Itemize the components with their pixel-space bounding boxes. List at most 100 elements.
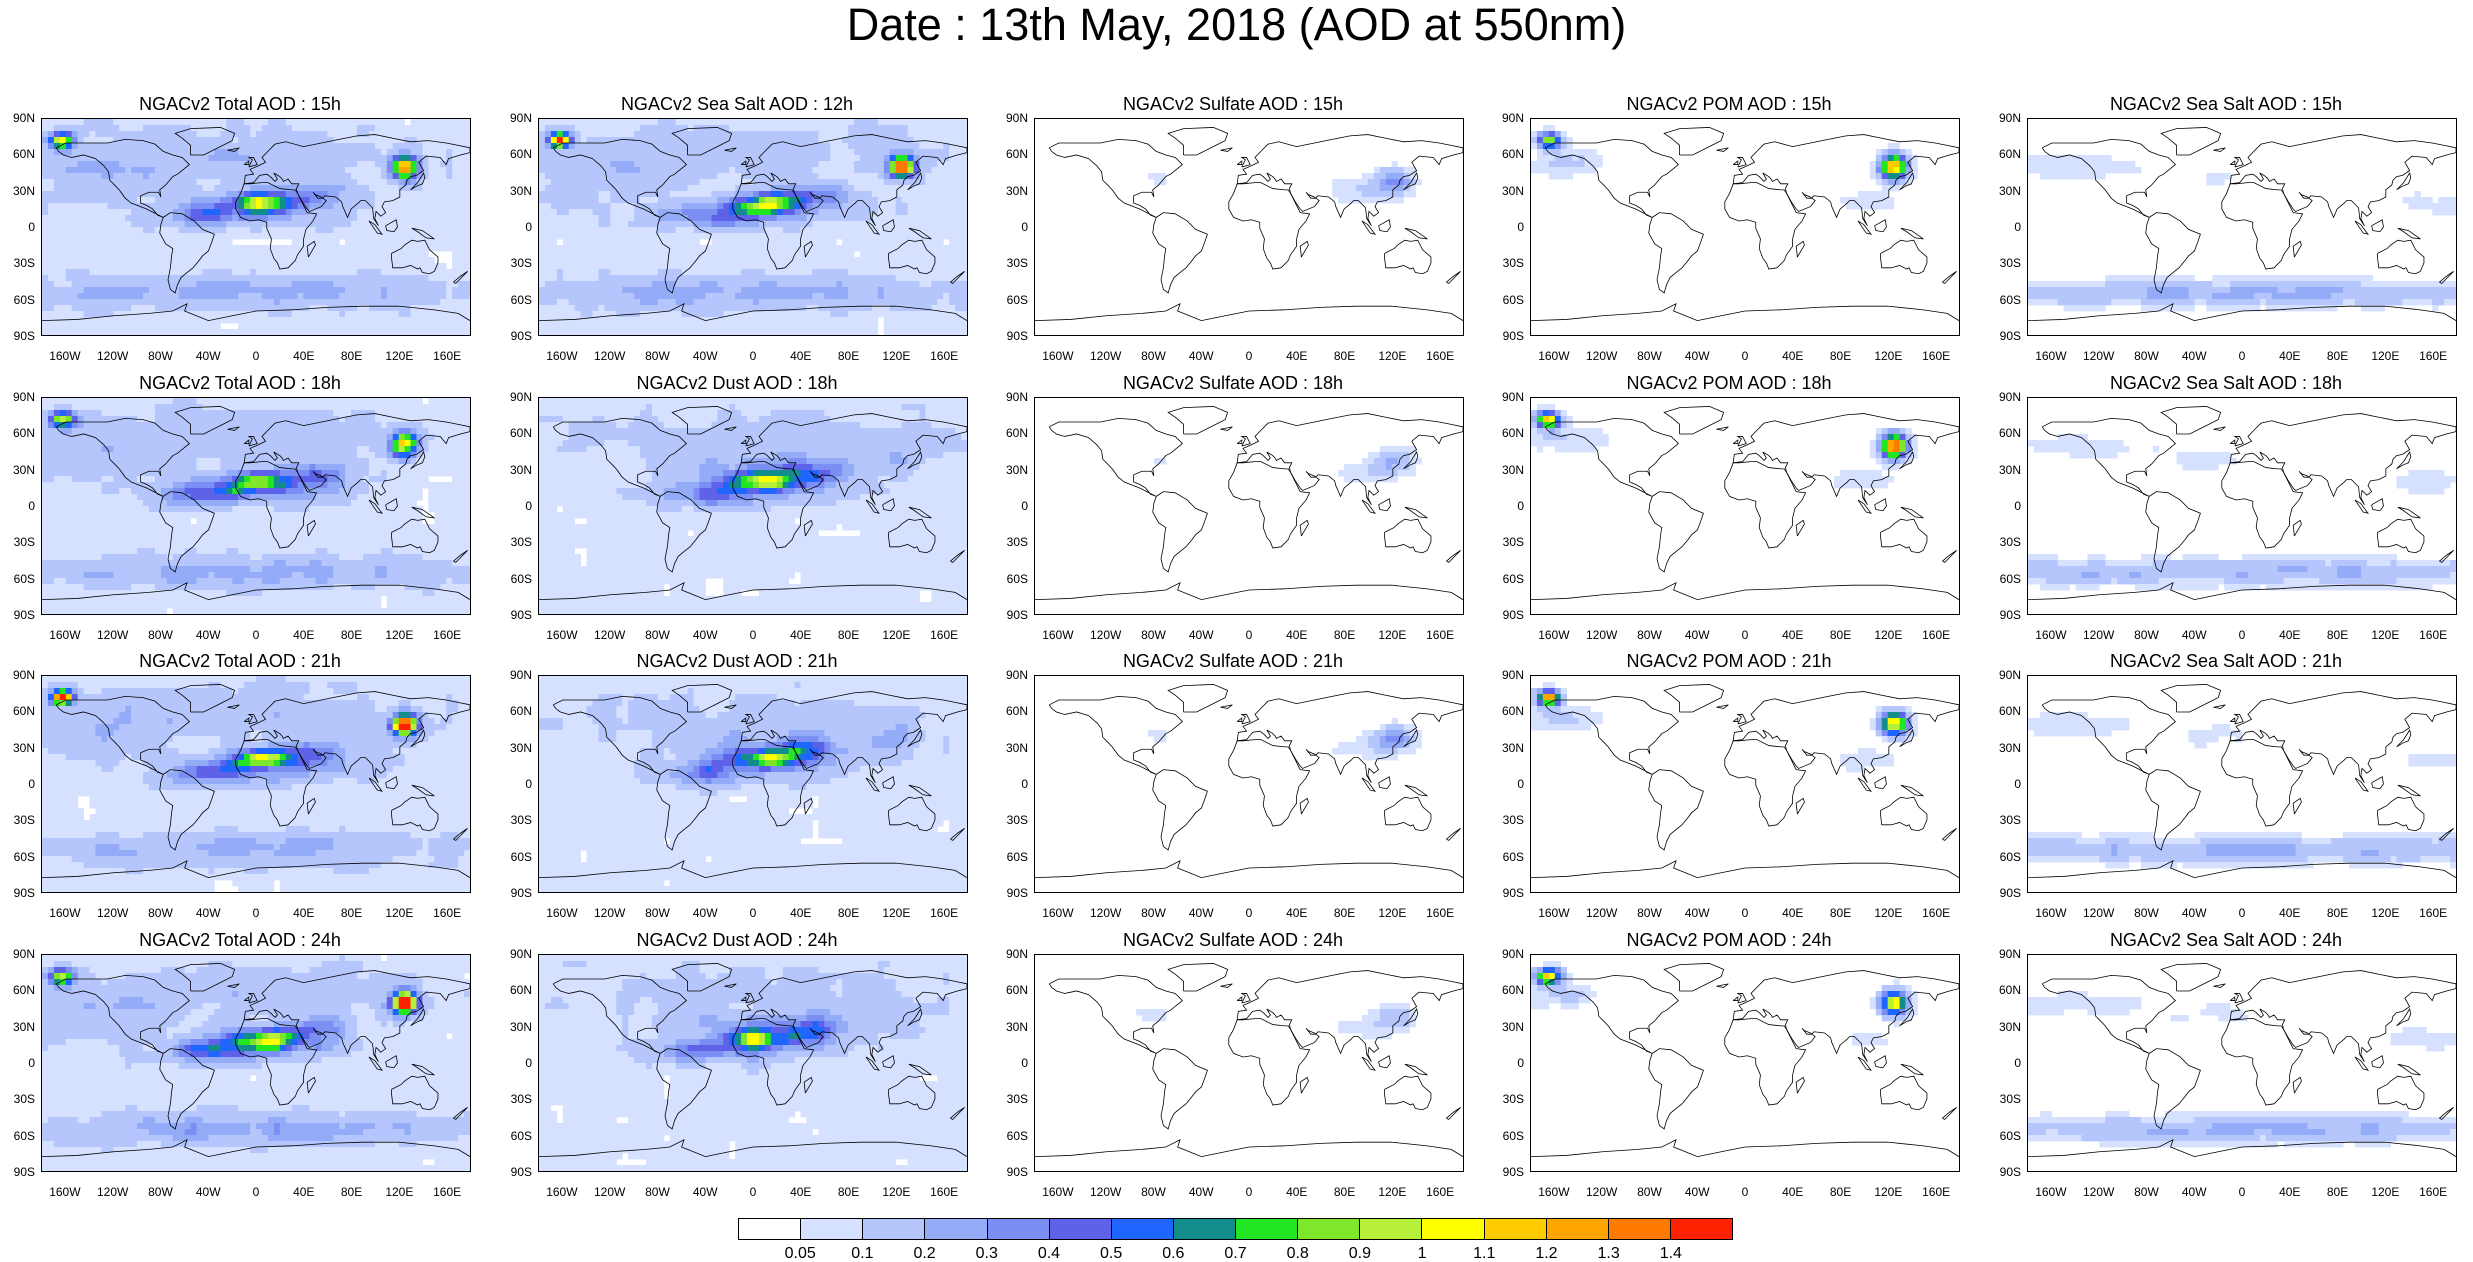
longitude-tick-label: 80E <box>327 1186 377 1198</box>
latitude-tick-label: 30S <box>502 536 532 548</box>
map-plot-area <box>1034 675 1464 893</box>
longitude-tick-label: 120E <box>2360 907 2410 919</box>
latitude-tick-label: 30S <box>1991 814 2021 826</box>
panel-title: NGACv2 Dust AOD : 21h <box>502 651 972 671</box>
longitude-tick-label: 40E <box>776 350 826 362</box>
latitude-tick-label: 90N <box>998 112 1028 124</box>
latitude-tick-label: 90S <box>502 1166 532 1178</box>
longitude-tick-label: 40W <box>1176 1186 1226 1198</box>
aod-shading <box>1136 1003 1416 1039</box>
longitude-tick-label: 160E <box>1911 1186 1961 1198</box>
longitude-tick-label: 160E <box>422 1186 472 1198</box>
longitude-tick-label: 160E <box>919 907 969 919</box>
longitude-tick-label: 120W <box>1577 629 1627 641</box>
longitude-tick-label: 80W <box>632 350 682 362</box>
longitude-tick-label: 0 <box>728 907 778 919</box>
map-plot-area <box>1034 397 1464 615</box>
longitude-tick-label: 80E <box>327 907 377 919</box>
latitude-tick-label: 30S <box>1494 536 1524 548</box>
longitude-tick-label: 0 <box>1720 1186 1770 1198</box>
longitude-tick-label: 40E <box>279 907 329 919</box>
latitude-tick-label: 0 <box>998 1057 1028 1069</box>
longitude-tick-label: 40E <box>2265 350 2315 362</box>
latitude-tick-label: 0 <box>502 221 532 233</box>
latitude-tick-label: 90S <box>998 330 1028 342</box>
longitude-tick-label: 80W <box>135 350 185 362</box>
longitude-tick-label: 40E <box>776 1186 826 1198</box>
latitude-tick-label: 90N <box>1494 948 1524 960</box>
longitude-tick-label: 160W <box>537 629 587 641</box>
longitude-tick-label: 40W <box>1672 629 1722 641</box>
longitude-tick-label: 80E <box>2313 907 2363 919</box>
longitude-tick-label: 120W <box>88 907 138 919</box>
longitude-tick-label: 120E <box>871 907 921 919</box>
colorbar-tick-label: 0.5 <box>1086 1246 1136 1262</box>
longitude-tick-label: 80W <box>1128 1186 1178 1198</box>
latitude-tick-label: 30N <box>5 1021 35 1033</box>
colorbar-tick-label: 0.1 <box>837 1246 887 1262</box>
longitude-tick-label: 80W <box>2121 629 2171 641</box>
longitude-tick-label: 40E <box>776 629 826 641</box>
longitude-tick-label: 160E <box>1415 350 1465 362</box>
longitude-tick-label: 0 <box>231 629 281 641</box>
aod-shading <box>1154 446 1422 482</box>
longitude-tick-label: 160E <box>422 629 472 641</box>
latitude-tick-label: 90N <box>502 112 532 124</box>
panel-title: NGACv2 Sea Salt AOD : 15h <box>1991 94 2461 114</box>
latitude-tick-label: 30S <box>502 257 532 269</box>
latitude-tick-label: 30S <box>998 1093 1028 1105</box>
panel-title: NGACv2 POM AOD : 15h <box>1494 94 1964 114</box>
latitude-tick-label: 60N <box>998 705 1028 717</box>
latitude-tick-label: 90S <box>998 1166 1028 1178</box>
panel-title: NGACv2 Dust AOD : 18h <box>502 373 972 393</box>
aod-field-map <box>2028 119 2456 335</box>
aod-shading <box>2028 991 2456 1147</box>
longitude-tick-label: 120E <box>1863 907 1913 919</box>
longitude-tick-label: 80W <box>1624 1186 1674 1198</box>
longitude-tick-label: 0 <box>231 907 281 919</box>
longitude-tick-label: 40W <box>2169 629 2219 641</box>
longitude-tick-label: 120W <box>2074 629 2124 641</box>
map-plot-area <box>2027 954 2457 1172</box>
longitude-tick-label: 40E <box>1272 1186 1322 1198</box>
panel-title: NGACv2 Sulfate AOD : 15h <box>998 94 1468 114</box>
longitude-tick-label: 40W <box>680 629 730 641</box>
longitude-tick-label: 40W <box>1672 1186 1722 1198</box>
longitude-tick-label: 40W <box>2169 350 2219 362</box>
aod-shading <box>42 676 470 892</box>
aod-shading <box>42 398 470 614</box>
longitude-tick-label: 40E <box>279 629 329 641</box>
aod-field-map <box>42 676 470 892</box>
latitude-tick-label: 90N <box>1494 112 1524 124</box>
longitude-tick-label: 80W <box>1624 907 1674 919</box>
longitude-tick-label: 40E <box>1272 907 1322 919</box>
longitude-tick-label: 80W <box>632 629 682 641</box>
longitude-tick-label: 160W <box>40 350 90 362</box>
colorbar-swatch <box>801 1219 863 1239</box>
longitude-tick-label: 160W <box>1529 350 1579 362</box>
aod-field-map <box>1035 398 1463 614</box>
latitude-tick-label: 30N <box>1494 1021 1524 1033</box>
longitude-tick-label: 120E <box>1367 629 1417 641</box>
latitude-tick-label: 30N <box>1991 1021 2021 1033</box>
longitude-tick-label: 80W <box>1624 629 1674 641</box>
coastlines <box>1035 684 1463 877</box>
longitude-tick-label: 40E <box>279 350 329 362</box>
latitude-tick-label: 90N <box>1991 391 2021 403</box>
colorbar-tick-label: 0.4 <box>1024 1246 1074 1262</box>
latitude-tick-label: 30N <box>502 464 532 476</box>
aod-field-map <box>2028 398 2456 614</box>
longitude-tick-label: 80W <box>2121 907 2171 919</box>
aod-shading <box>539 955 967 1171</box>
longitude-tick-label: 40W <box>680 1186 730 1198</box>
colorbar-tick-label: 1.2 <box>1521 1246 1571 1262</box>
latitude-tick-label: 30S <box>5 1093 35 1105</box>
latitude-tick-label: 30S <box>1991 536 2021 548</box>
longitude-tick-label: 80W <box>135 1186 185 1198</box>
longitude-tick-label: 120E <box>1863 629 1913 641</box>
latitude-tick-label: 30S <box>1494 814 1524 826</box>
longitude-tick-label: 120E <box>374 629 424 641</box>
